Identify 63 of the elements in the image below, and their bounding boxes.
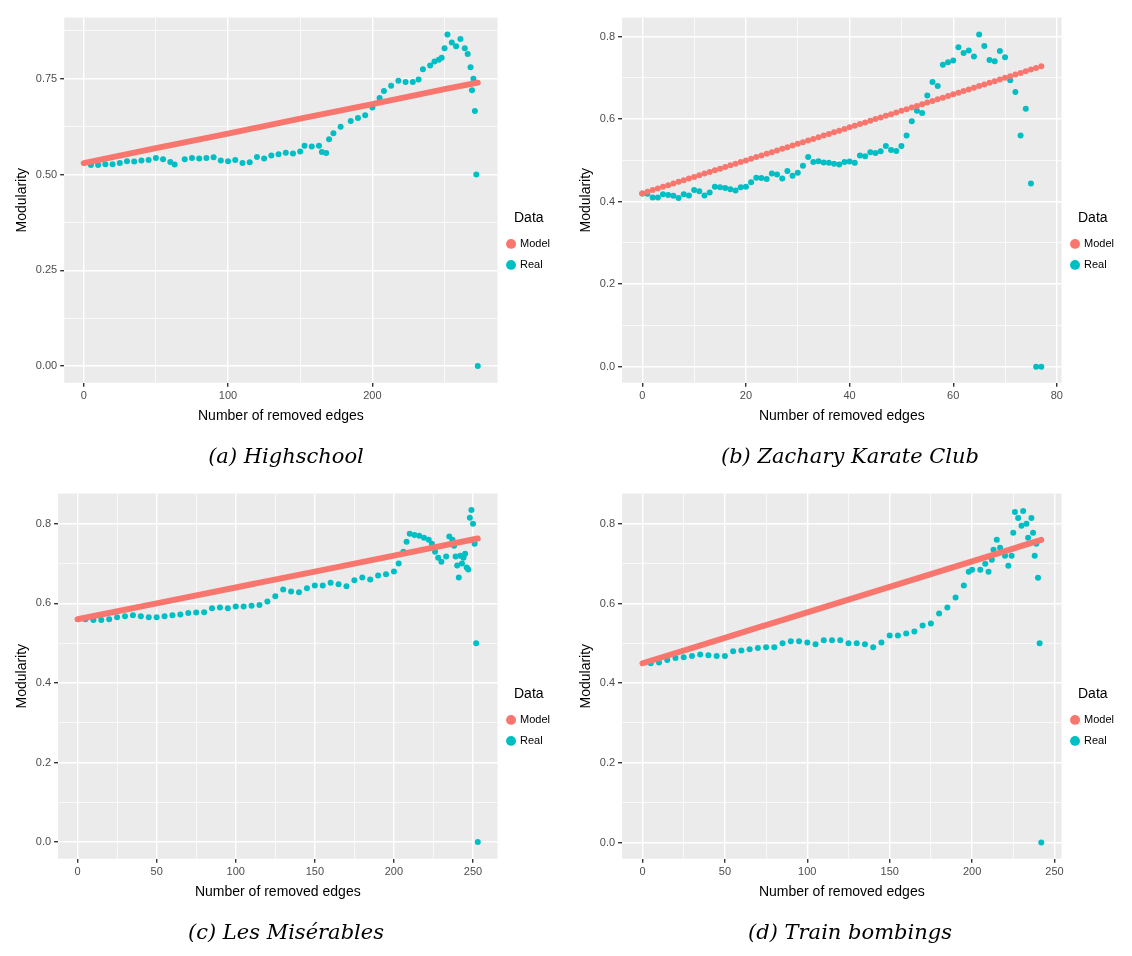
x-tick-label: 0: [639, 865, 646, 878]
legend-title: Data: [513, 685, 544, 702]
x-tick-label: 150: [305, 865, 325, 878]
y-axis-title: Modularity: [577, 643, 594, 709]
x-tick-label: 250: [463, 865, 483, 878]
x-tick-label: 150: [880, 865, 899, 878]
y-tick-label: 0.6: [599, 596, 616, 609]
y-tick-label: 0.0: [599, 835, 616, 848]
text: (c) Les Misérables: [188, 919, 385, 944]
legend-title: Data: [513, 209, 544, 226]
y-tick-label: 0.2: [35, 755, 52, 768]
y-tick-label: 0.2: [599, 755, 616, 768]
x-tick-label: 100: [226, 865, 245, 878]
y-axis-title: Modularity: [577, 167, 594, 233]
legend-title: Data: [1077, 685, 1108, 702]
y-tick-label: 0.0: [599, 359, 616, 372]
y-tick-label: 0.6: [599, 112, 616, 125]
x-axis-title: Number of removed edges: [758, 883, 925, 900]
x-tick-label: 100: [218, 389, 238, 402]
x-tick-label: 40: [843, 389, 856, 402]
y-axis-title: Modularity: [13, 643, 30, 709]
y-tick-label: 0.2: [599, 277, 616, 290]
legend-label: Model: [1084, 712, 1115, 725]
y-tick-label: 0.8: [35, 516, 52, 529]
legend-label: Model: [1084, 236, 1115, 249]
x-tick-label: 20: [739, 389, 753, 402]
y-tick-label: 0.8: [599, 516, 616, 529]
legend-label: Real: [520, 733, 543, 746]
x-tick-label: 0: [80, 389, 87, 402]
y-tick-label: 0.4: [35, 675, 52, 688]
x-tick-label: 60: [947, 389, 960, 402]
y-axis-title: Modularity: [13, 167, 30, 233]
x-tick-label: 80: [1050, 389, 1063, 402]
y-tick-label: 0.00: [35, 358, 58, 371]
y-tick-label: 0.4: [599, 194, 616, 207]
legend-label: Real: [1084, 733, 1107, 746]
x-axis-title: Number of removed edges: [758, 407, 925, 424]
legend-label: Real: [520, 257, 543, 270]
legend-label: Real: [1084, 257, 1107, 270]
y-tick-label: 0.6: [35, 596, 52, 609]
text: (b) Zachary Karate Club: [720, 443, 980, 468]
legend-label: Model: [520, 712, 551, 725]
y-tick-label: 0.8: [599, 29, 616, 42]
x-tick-label: 200: [962, 865, 982, 878]
x-tick-label: 0: [74, 865, 81, 878]
x-tick-label: 0: [639, 389, 646, 402]
x-tick-label: 250: [1045, 865, 1064, 878]
x-tick-label: 200: [363, 389, 382, 402]
y-tick-label: 0.4: [599, 676, 616, 689]
x-axis-title: Number of removed edges: [194, 883, 361, 900]
text: (a) Highschool: [208, 443, 364, 468]
y-tick-label: 0.50: [35, 167, 58, 180]
y-tick-label: 0.75: [35, 71, 58, 84]
x-tick-label: 100: [798, 865, 817, 878]
x-tick-label: 50: [718, 865, 732, 878]
text: (d) Train bombings: [748, 919, 953, 944]
legend-label: Model: [520, 236, 551, 249]
y-tick-label: 0.25: [35, 263, 58, 276]
legend-title: Data: [1077, 209, 1108, 226]
x-tick-label: 200: [384, 865, 404, 878]
y-tick-label: 0.0: [35, 835, 52, 848]
x-axis-title: Number of removed edges: [197, 407, 364, 424]
x-tick-label: 50: [150, 865, 163, 878]
